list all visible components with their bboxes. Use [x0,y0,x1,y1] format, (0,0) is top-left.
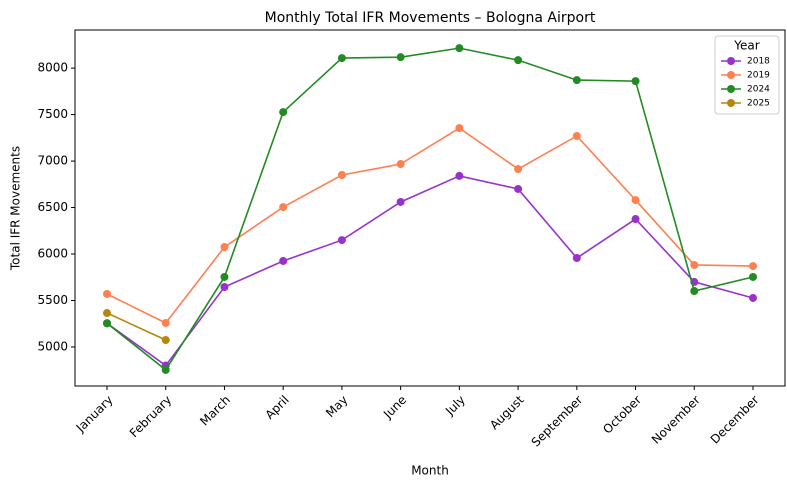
data-point [572,131,581,140]
y-axis-label: Total IFR Movements [9,146,23,271]
y-tick-label: 7500 [37,107,68,121]
data-point [161,365,170,374]
data-point [161,318,170,327]
data-point [103,289,111,298]
x-axis-label: Month [411,464,449,478]
y-tick-label: 5500 [37,293,68,307]
data-point [514,184,523,193]
data-point [279,108,288,117]
legend-label: 2019 [747,71,770,81]
data-point [514,56,523,65]
y-tick-label: 7000 [37,154,68,168]
legend-label: 2024 [747,85,770,95]
x-tick-label: October [600,393,644,437]
x-tick-label: August [487,392,527,432]
x-tick-label: September [529,393,586,450]
data-point [396,53,405,62]
chart-title: Monthly Total IFR Movements – Bologna Ai… [265,10,596,26]
legend-marker [727,57,735,65]
y-tick-label: 6500 [37,200,68,214]
data-point [749,272,757,281]
data-point [749,262,757,271]
x-tick-label: December [708,393,762,447]
data-point [455,44,464,53]
legend-marker [727,85,735,93]
legend-marker [727,71,735,79]
data-point [279,203,288,212]
data-point [103,319,111,328]
data-point [631,196,640,205]
y-tick-label: 6000 [37,247,68,261]
data-point [690,260,699,269]
x-tick-label: January [73,393,116,436]
x-tick-label: March [197,393,233,429]
series-line [106,47,754,372]
data-point [279,256,288,265]
data-point [337,171,346,180]
data-point [631,77,640,86]
legend-box [714,35,780,115]
x-tick-label: July [442,393,468,419]
series-line [106,127,754,324]
series-line [106,312,167,341]
x-tick-label: May [323,393,350,420]
data-point [631,215,640,224]
x-tick-label: June [380,393,409,422]
data-point [220,272,229,281]
y-tick-label: 8000 [37,61,68,75]
data-point [220,243,229,252]
data-point [690,287,699,296]
data-point [572,254,581,263]
legend-title: Year [733,39,759,53]
data-point [396,160,405,169]
data-point [455,124,464,133]
data-point [396,197,405,206]
x-tick-label: February [127,393,175,441]
data-point [161,335,170,344]
x-tick-label: November [649,393,703,447]
series-line [106,175,754,367]
data-point [749,293,757,302]
data-point [514,165,523,174]
plot-frame [74,29,786,387]
data-point [220,283,229,292]
data-point [103,309,111,318]
legend-marker [727,99,735,107]
data-point [455,171,464,180]
data-point [337,236,346,245]
x-tick-label: April [262,393,291,422]
data-point [337,54,346,63]
legend-label: 2025 [747,99,770,109]
data-point [572,76,581,85]
legend-label: 2018 [747,57,770,67]
y-tick-label: 5000 [37,339,68,353]
